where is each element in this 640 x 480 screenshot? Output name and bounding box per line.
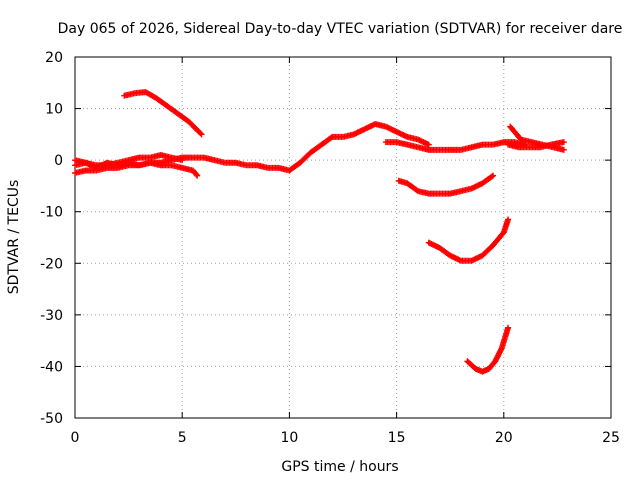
data-point [488,173,495,180]
data-point [505,216,512,223]
y-tick-label: -20 [40,256,63,272]
plot-frame [74,56,612,419]
y-tick-label: 10 [45,102,63,118]
series-track-3 [72,151,186,169]
series-track-9 [425,216,512,264]
data-point [413,187,420,194]
x-tick-label: 20 [495,430,513,446]
grid [75,57,611,418]
x-tick-label: 25 [602,430,620,446]
y-tick-label: 0 [54,153,63,169]
chart-title: Day 065 of 2026, Sidereal Day-to-day VTE… [58,21,623,37]
data-point [425,141,432,148]
series-track-7 [505,139,567,151]
data-point [560,139,567,146]
x-tick-label: 15 [388,430,406,446]
data-point [197,130,204,137]
y-tick-label: 20 [45,50,63,66]
series-track-10 [464,324,512,375]
series-track-4 [121,89,205,138]
y-tick-label: -50 [40,411,63,427]
x-axis-title: GPS time / hours [281,459,398,475]
series-track-5 [382,139,529,153]
y-tick-label: -30 [40,308,63,324]
y-tick-label: -10 [40,205,63,221]
series-track-8 [395,172,497,197]
x-tick-label: 10 [280,430,298,446]
data-point [194,172,201,179]
data-point [193,171,200,178]
data-points [72,89,567,375]
y-axis-title: SDTVAR / TECUs [6,180,22,295]
y-tick-label: -40 [40,359,63,375]
data-point [505,324,512,331]
data-point [179,157,186,164]
axis-ticks: 0 5 10 15 20 25 -50 -40 -30 -20 -10 0 10 20 [40,50,620,446]
data-point [328,134,335,141]
data-point [560,146,567,153]
x-tick-label: 5 [178,430,187,446]
data-point [198,131,205,138]
data-point [490,172,497,179]
x-tick-label: 0 [71,430,80,446]
